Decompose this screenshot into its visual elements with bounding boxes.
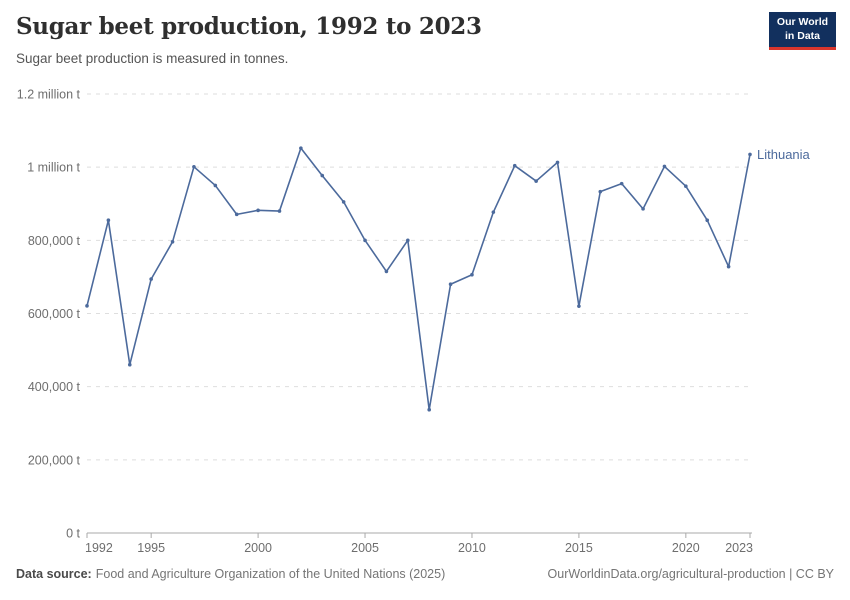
data-source-label: Data source: [16,567,92,581]
data-point[interactable] [427,407,431,412]
footer-url[interactable]: OurWorldinData.org/agricultural-producti… [547,567,834,581]
chart-footer: Data source: Food and Agriculture Organiz… [16,567,834,581]
series-line-lithuania[interactable] [86,147,751,411]
data-point[interactable] [277,209,282,213]
data-point[interactable] [726,264,731,269]
data-point[interactable] [684,184,688,188]
data-point[interactable] [256,208,260,213]
data-point[interactable] [127,362,132,367]
data-source: Data source: Food and Agriculture Organiz… [16,567,445,581]
x-tick-label: 2005 [351,541,379,555]
logo-accent-bar [769,47,836,50]
x-tick-label: 2015 [565,541,593,555]
y-tick-label: 1.2 million t [17,88,81,102]
data-point[interactable] [512,163,517,168]
y-tick-label: 800,000 t [28,234,81,248]
x-tick-label: 2020 [672,541,700,555]
data-point[interactable] [85,304,89,308]
data-point[interactable] [470,272,474,277]
y-tick-label: 200,000 t [28,453,81,467]
data-point[interactable] [213,183,218,188]
data-point[interactable] [149,277,153,281]
data-point[interactable] [748,152,752,157]
x-tick-label: 1995 [137,541,165,555]
data-point[interactable] [705,218,710,223]
data-point[interactable] [577,304,581,308]
data-point[interactable] [406,238,410,243]
data-point[interactable] [619,181,624,186]
data-point[interactable] [598,189,603,194]
y-tick-label: 0 t [66,527,80,541]
data-source-text: Food and Agriculture Organization of the… [95,567,446,581]
owid-logo[interactable]: Our World in Data [769,12,836,50]
y-tick-label: 400,000 t [28,380,81,394]
data-point[interactable] [534,179,538,183]
y-tick-label: 1 million t [27,161,80,175]
x-tick-label: 2000 [244,541,272,555]
data-point[interactable] [192,165,196,169]
y-tick-label: 600,000 t [28,307,81,321]
entity-label[interactable]: Lithuania [757,147,811,162]
chart-title: Sugar beet production, 1992 to 2023 [16,13,482,40]
data-point[interactable] [384,269,389,274]
chart-subtitle: Sugar beet production is measured in ton… [16,51,289,66]
x-tick-label: 2023 [725,541,753,555]
x-tick-label: 2010 [458,541,486,555]
data-point[interactable] [641,207,645,211]
data-point[interactable] [234,212,239,217]
data-point[interactable] [555,160,560,165]
data-point[interactable] [320,173,325,178]
data-point[interactable] [106,218,111,223]
data-point[interactable] [491,210,496,214]
data-point[interactable] [299,146,303,150]
data-point[interactable] [363,238,367,243]
data-point[interactable] [448,282,453,287]
data-point[interactable] [341,200,346,204]
logo-line1: Our World [776,16,829,29]
owid-logo-text: Our World in Data [769,12,836,47]
x-tick-label: 1992 [85,541,113,555]
logo-line2: in Data [784,29,820,42]
data-point[interactable] [662,164,667,169]
data-point[interactable] [170,239,175,244]
